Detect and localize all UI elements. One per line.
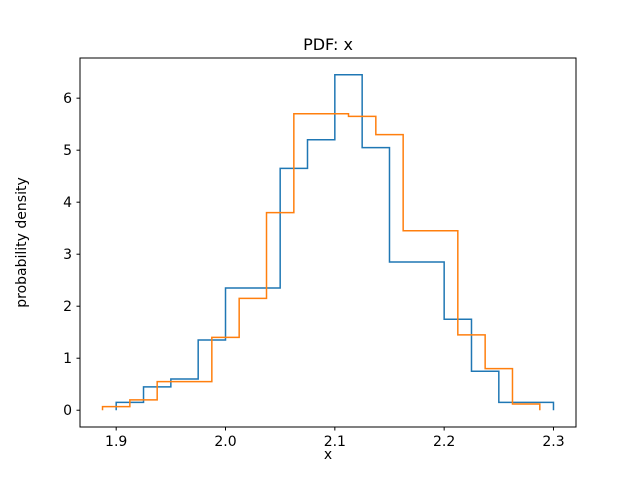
y-tick-label: 0 — [63, 403, 72, 419]
x-tick-label: 2.3 — [542, 434, 564, 450]
x-axis-ticks: 1.9 2.0 2.1 2.2 2.3 — [105, 427, 565, 450]
y-axis-ticks: 0 1 2 3 4 5 6 — [63, 91, 80, 419]
y-tick-label: 3 — [63, 247, 72, 263]
y-tick-label: 2 — [63, 299, 72, 315]
histogram-step-series-blue — [115, 74, 555, 411]
histogram-step-series-orange — [101, 113, 541, 411]
x-tick-label: 1.9 — [105, 434, 127, 450]
series-paths — [101, 74, 555, 411]
x-tick-label: 2.2 — [433, 434, 455, 450]
x-tick-label: 2.1 — [324, 434, 346, 450]
y-tick-label: 1 — [63, 351, 72, 367]
axes-spines — [79, 57, 577, 428]
y-tick-label: 4 — [63, 195, 72, 211]
x-axis-label: x — [324, 447, 332, 463]
chart-title: PDF: x — [303, 35, 353, 54]
y-tick-label: 6 — [63, 91, 72, 107]
y-tick-label: 5 — [63, 143, 72, 159]
x-tick-label: 2.0 — [214, 434, 236, 450]
y-axis-label: probability density — [14, 177, 30, 307]
